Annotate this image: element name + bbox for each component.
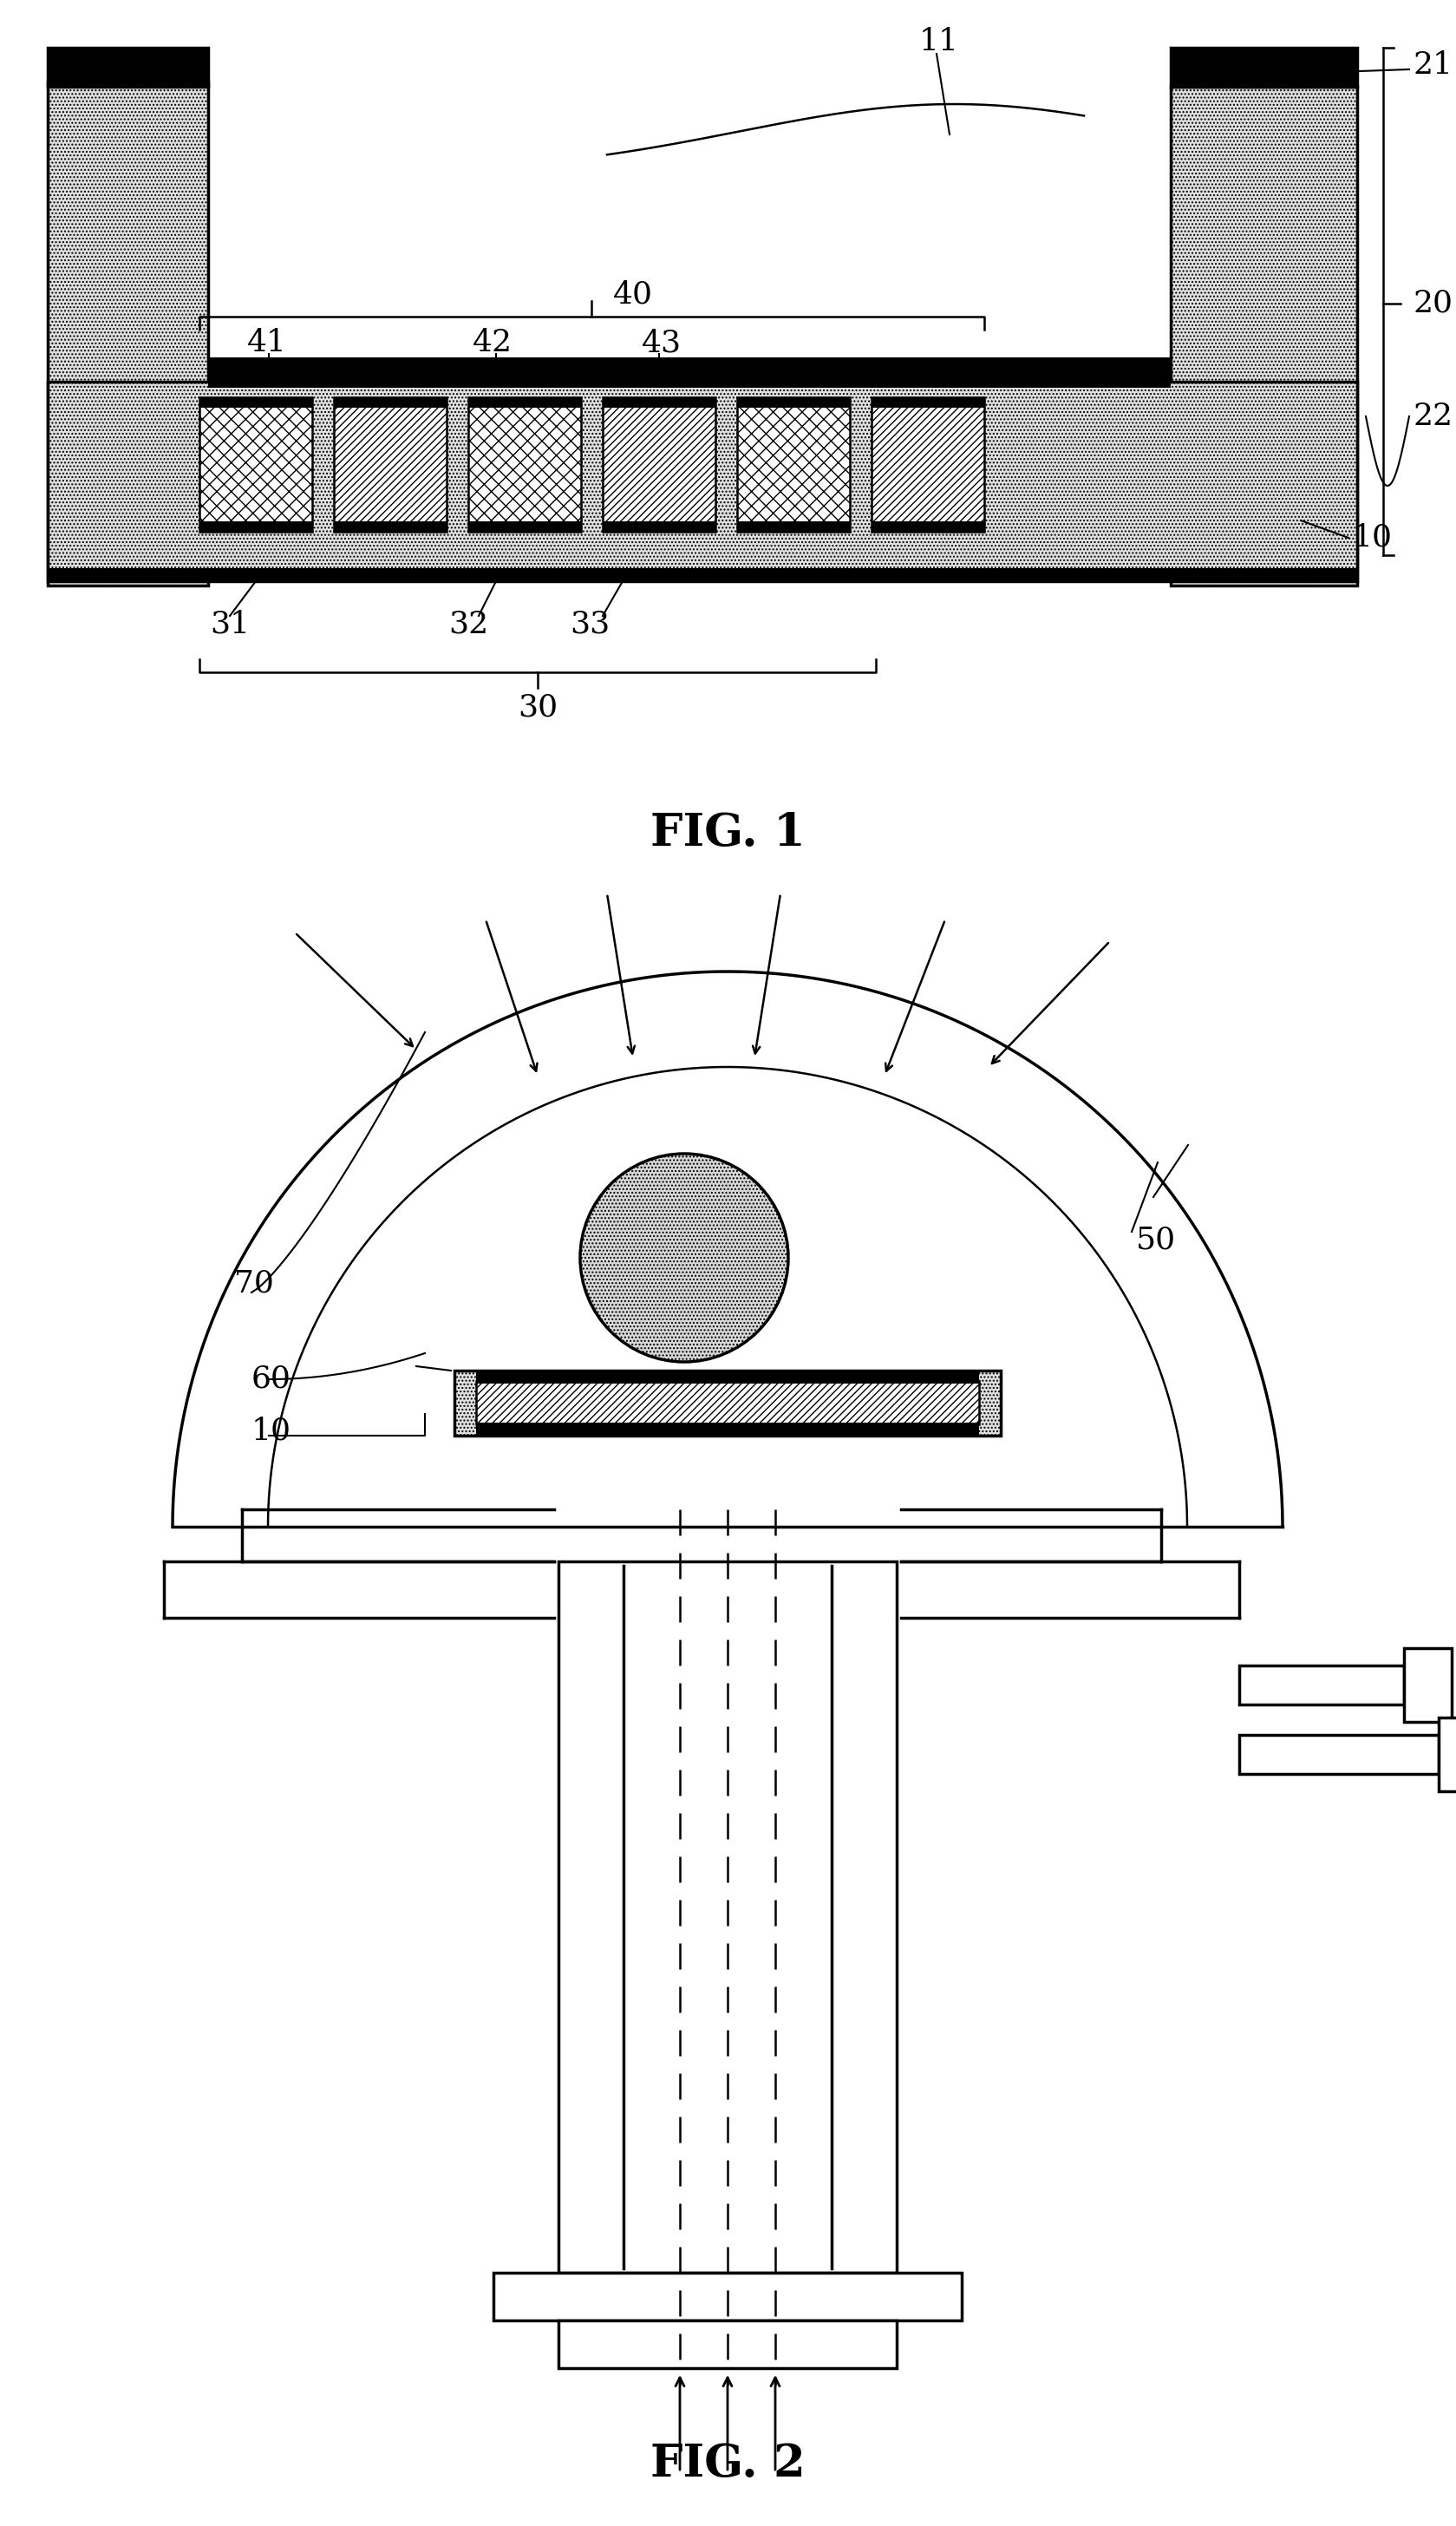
Text: 21: 21: [1414, 51, 1453, 81]
Bar: [559, 2321, 897, 2369]
Text: 20: 20: [1414, 288, 1453, 318]
Text: 70: 70: [234, 1268, 274, 1298]
Bar: [469, 397, 581, 407]
Bar: [199, 397, 312, 533]
Bar: [737, 520, 850, 533]
Bar: [603, 397, 715, 533]
Bar: [494, 2273, 962, 2321]
Bar: [48, 83, 208, 586]
Bar: [1404, 1647, 1452, 1723]
Text: FIG. 2: FIG. 2: [649, 2443, 805, 2486]
Bar: [1439, 1718, 1456, 1791]
Bar: [199, 397, 312, 407]
Text: 41: 41: [248, 328, 287, 356]
Bar: [333, 397, 447, 407]
Text: 11: 11: [919, 28, 960, 56]
Text: 32: 32: [448, 609, 488, 639]
Bar: [476, 1372, 978, 1384]
Text: 30: 30: [518, 692, 558, 722]
Bar: [48, 48, 208, 86]
Bar: [1239, 1735, 1439, 1773]
Bar: [208, 356, 1171, 389]
Bar: [476, 1422, 978, 1435]
Bar: [199, 520, 312, 533]
Bar: [469, 520, 581, 533]
Bar: [872, 397, 984, 533]
Text: 50: 50: [1136, 1225, 1176, 1255]
Text: 43: 43: [642, 328, 681, 356]
Bar: [454, 1372, 1000, 1435]
Ellipse shape: [579, 1154, 788, 1362]
Text: 33: 33: [569, 609, 610, 639]
Bar: [559, 1561, 897, 2273]
Bar: [603, 520, 715, 533]
Bar: [872, 520, 984, 533]
Text: 42: 42: [473, 328, 513, 356]
Text: 40: 40: [613, 280, 652, 311]
Bar: [623, 1566, 831, 2268]
Text: FIG. 1: FIG. 1: [649, 811, 805, 854]
Bar: [737, 397, 850, 533]
Text: 31: 31: [210, 609, 250, 639]
Bar: [333, 397, 447, 533]
Text: 60: 60: [252, 1364, 291, 1394]
Text: 10: 10: [252, 1417, 291, 1445]
Bar: [737, 397, 850, 407]
Bar: [333, 520, 447, 533]
Bar: [1171, 86, 1357, 586]
Bar: [48, 568, 1357, 581]
Bar: [476, 1382, 978, 1425]
Bar: [1171, 48, 1357, 86]
Bar: [48, 381, 1357, 581]
Bar: [469, 397, 581, 533]
Text: 22: 22: [1414, 402, 1453, 432]
Bar: [872, 397, 984, 407]
Text: 10: 10: [1353, 523, 1393, 553]
Bar: [1239, 1665, 1404, 1705]
Bar: [603, 397, 715, 407]
